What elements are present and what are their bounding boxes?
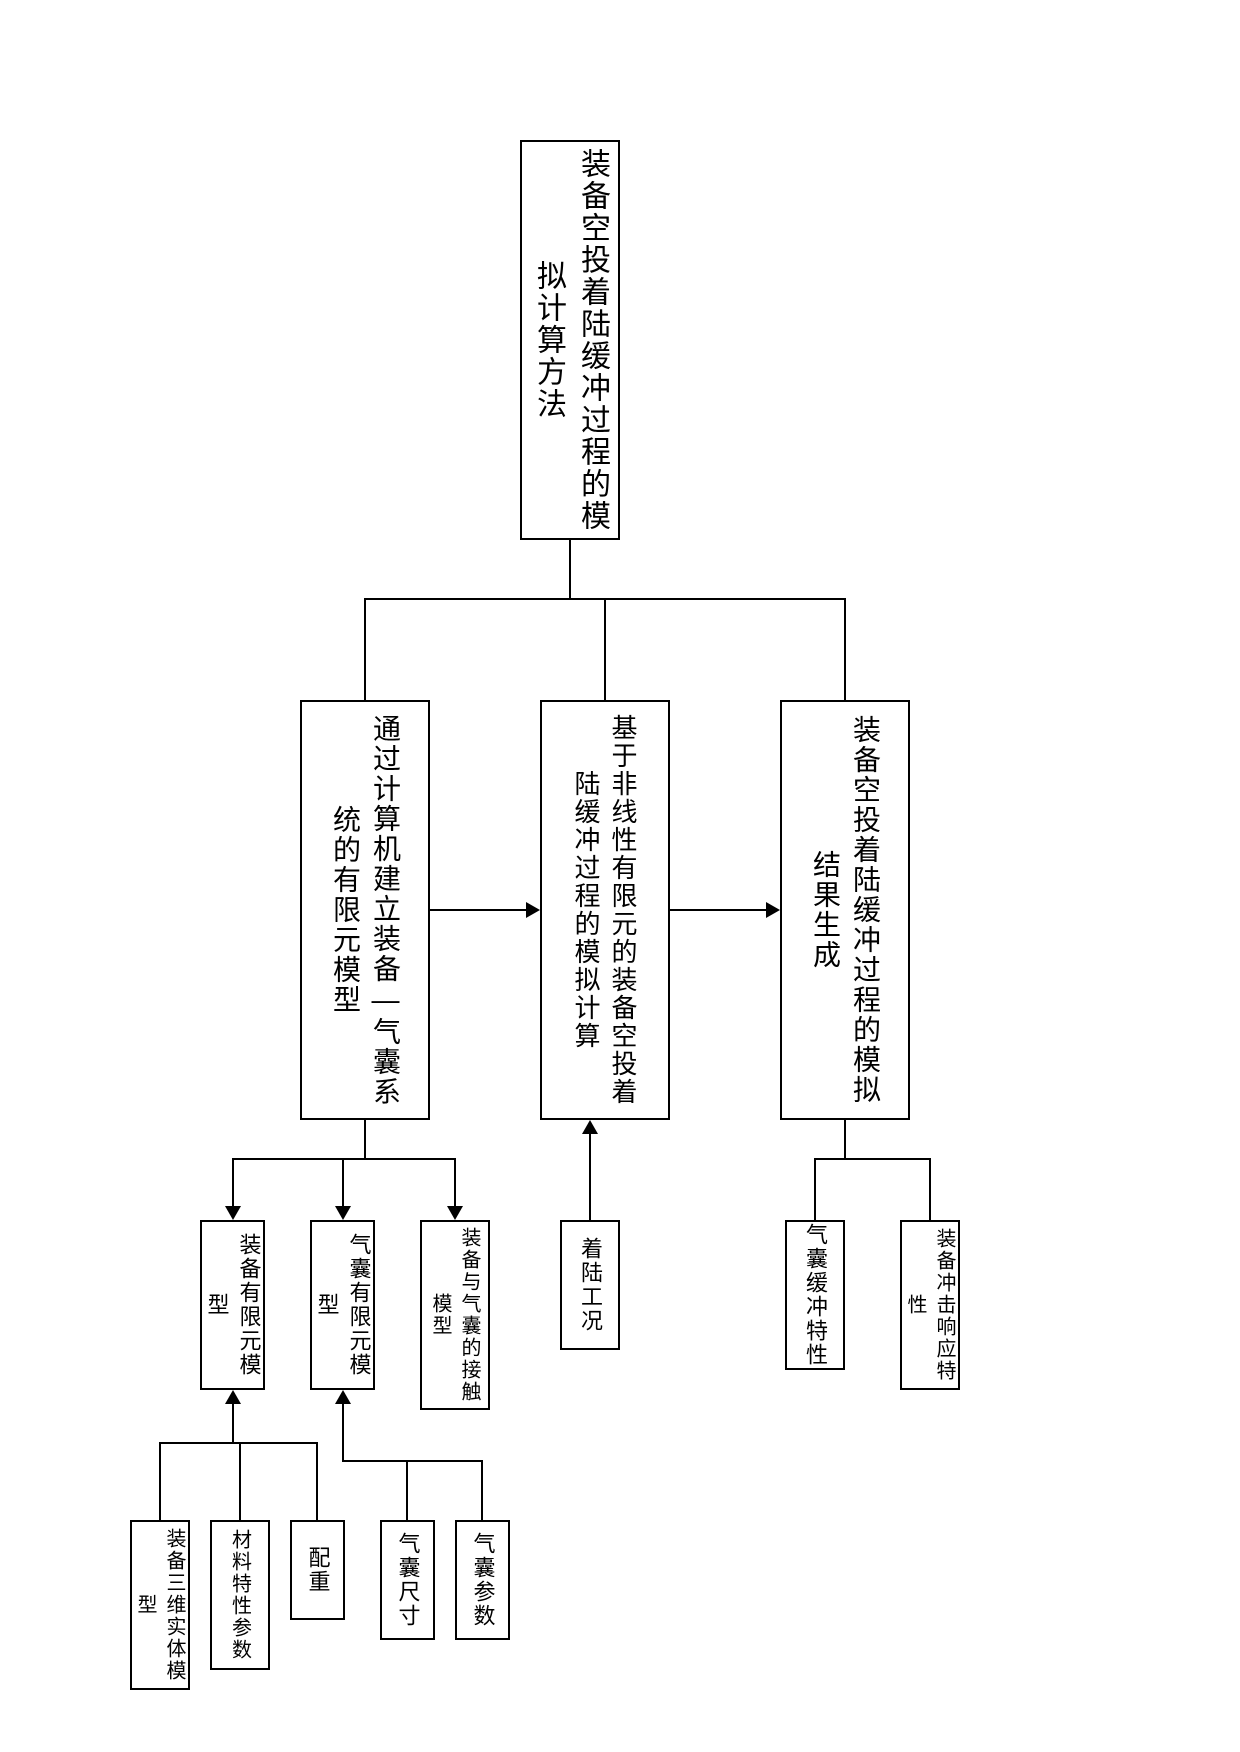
equipfe-drop-3 [316,1442,318,1520]
l4-solid3d-box: 装备三维实体模型 [130,1520,190,1690]
c-drop-2 [929,1158,931,1220]
root-down-stub [569,540,571,600]
l4-airbagparam-box: 气囊参数 [455,1520,510,1640]
l3-equipchar-box: 装备冲击响应特性 [900,1220,960,1390]
l2-a-box: 通过计算机建立装备—气囊系统的有限元模型 [300,700,430,1120]
l4-material-label: 材料特性参数 [226,1529,255,1661]
a-down-stub [364,1120,366,1160]
equipfe-up-head [225,1390,241,1404]
equipfe-down-stub [232,1404,234,1444]
drop-a [364,598,366,700]
l3-airbagchar-label: 气囊缓冲特性 [799,1223,831,1367]
equipfe-drop-2 [239,1442,241,1520]
a-hspan [232,1158,456,1160]
a-drop-1-head [225,1206,241,1220]
c-hspan [814,1158,931,1160]
airbagfe-down-stub [342,1404,344,1462]
l3-contact-box: 装备与气囊的接触模型 [420,1220,490,1410]
l3-equipfe-box: 装备有限元模型 [200,1220,265,1390]
l4-solid3d-label: 装备三维实体模型 [131,1522,189,1688]
root-box: 装备空投着陆缓冲过程的模拟计算方法 [520,140,620,540]
l3-airbagfe-box: 气囊有限元模型 [310,1220,375,1390]
arrow-a-to-b-head [526,902,540,918]
a-drop-1 [232,1158,234,1206]
l3-equipchar-label: 装备冲击响应特性 [901,1222,959,1388]
l4-weight-box: 配重 [290,1520,345,1620]
arrow-b-to-c-head [766,902,780,918]
airbagfe-drop-2 [481,1460,483,1520]
a-drop-3 [454,1158,456,1206]
l3-airbagchar-box: 气囊缓冲特性 [785,1220,845,1370]
drop-c [844,598,846,700]
l2-b-box: 基于非线性有限元的装备空投着陆缓冲过程的模拟计算 [540,700,670,1120]
drop-b [604,598,606,700]
l4-airbagparam-label: 气囊参数 [467,1532,499,1628]
l3-landing-box: 着陆工况 [560,1220,620,1350]
airbagfe-up-head [335,1390,351,1404]
arrow-b-to-c-line [670,909,766,911]
landing-up-head [582,1120,598,1134]
l3-landing-label: 着陆工况 [574,1237,606,1333]
landing-up-line [589,1134,591,1220]
arrow-a-to-b-line [430,909,526,911]
a-drop-3-head [447,1206,463,1220]
l2-c-box: 装备空投着陆缓冲过程的模拟结果生成 [780,700,910,1120]
l3-contact-label: 装备与气囊的接触模型 [426,1222,484,1408]
c-down-stub [844,1120,846,1160]
a-drop-2 [342,1158,344,1206]
root-label: 装备空投着陆缓冲过程的模拟计算方法 [526,142,614,538]
l4-airbagsize-box: 气囊尺寸 [380,1520,435,1640]
l4-airbagsize-label: 气囊尺寸 [392,1532,424,1628]
l2-b-label: 基于非线性有限元的装备空投着陆缓冲过程的模拟计算 [568,702,642,1118]
airbagfe-hspan [342,1460,483,1462]
l3-airbagfe-label: 气囊有限元模型 [311,1222,375,1388]
l2-c-label: 装备空投着陆缓冲过程的模拟结果生成 [805,702,885,1118]
equipfe-drop-1 [159,1442,161,1520]
airbagfe-drop-1 [406,1460,408,1520]
c-drop-1 [814,1158,816,1220]
l4-weight-label: 配重 [302,1546,334,1594]
a-drop-2-head [335,1206,351,1220]
l3-equipfe-label: 装备有限元模型 [201,1222,265,1388]
l2-a-label: 通过计算机建立装备—气囊系统的有限元模型 [325,702,405,1118]
l4-material-box: 材料特性参数 [210,1520,270,1670]
